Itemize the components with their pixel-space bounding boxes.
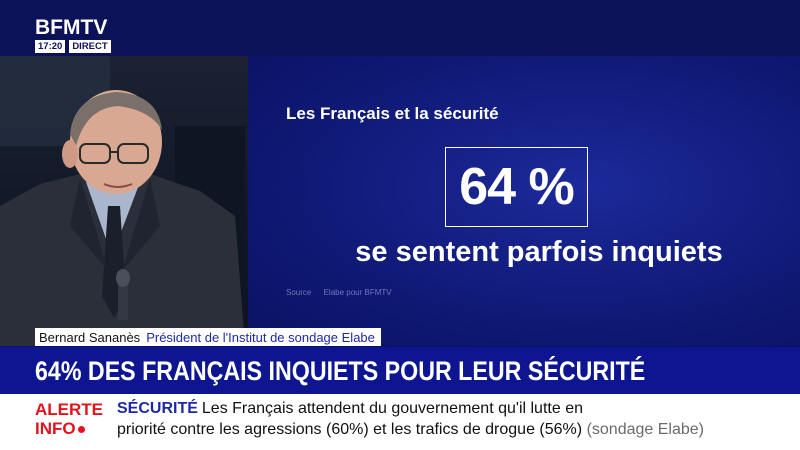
- info-label-row: INFO: [35, 419, 110, 438]
- poll-graphic: Les Français et la sécurité 64 % se sent…: [248, 56, 800, 346]
- top-band: BFMTV 17:20 DIRECT: [0, 0, 800, 56]
- bfmtv-logo: BFMTV 17:20 DIRECT: [35, 17, 115, 53]
- speaker-role: Président de l'Institut de sondage Elabe: [146, 329, 375, 345]
- stat-box: 64 %: [445, 147, 588, 227]
- graphic-title: Les Français et la sécurité: [286, 104, 499, 123]
- clock: 17:20: [35, 40, 66, 53]
- ticker-text-1: Les Français attendent du gouvernement q…: [201, 400, 583, 417]
- ticker-line-2: priorité contre les agressions (60%) et …: [117, 419, 787, 440]
- ticker-rubric: SÉCURITÉ: [117, 400, 198, 417]
- live-badge: DIRECT: [69, 40, 111, 53]
- alert-label: ALERTE: [35, 400, 103, 419]
- alert-info-badge: ALERTE INFO: [35, 400, 110, 438]
- name-strap: Bernard Sananès Président de l'Institut …: [35, 328, 381, 346]
- logo-sub: 17:20 DIRECT: [35, 40, 115, 53]
- ticker-line-1: SÉCURITÉ Les Français attendent du gouver…: [117, 398, 787, 419]
- source-label: Source: [286, 288, 312, 297]
- news-ticker: ALERTE INFO SÉCURITÉ Les Français attende…: [0, 394, 800, 450]
- graphic-source: Source Elabe pour BFMTV: [286, 288, 392, 297]
- headline-text: 64% DES FRANÇAIS INQUIETS POUR LEUR SÉCU…: [35, 356, 646, 386]
- alert-dot-icon: [77, 426, 85, 434]
- ticker-text-2: priorité contre les agressions (60%) et …: [117, 421, 583, 438]
- info-label: INFO: [35, 419, 76, 438]
- ticker-note: (sondage Elabe): [586, 421, 704, 438]
- graphic-caption: se sentent parfois inquiets: [355, 236, 723, 268]
- ticker-body: SÉCURITÉ Les Français attendent du gouver…: [117, 398, 787, 440]
- speaker-name: Bernard Sananès: [39, 329, 141, 345]
- studio-video: [0, 56, 248, 346]
- headline-bar: 64% DES FRANÇAIS INQUIETS POUR LEUR SÉCU…: [0, 347, 800, 394]
- source-value: Elabe pour BFMTV: [323, 288, 392, 297]
- stat-value: 64 %: [459, 158, 575, 216]
- speaker-image: [0, 90, 245, 346]
- logo-brand: BFMTV: [35, 16, 108, 39]
